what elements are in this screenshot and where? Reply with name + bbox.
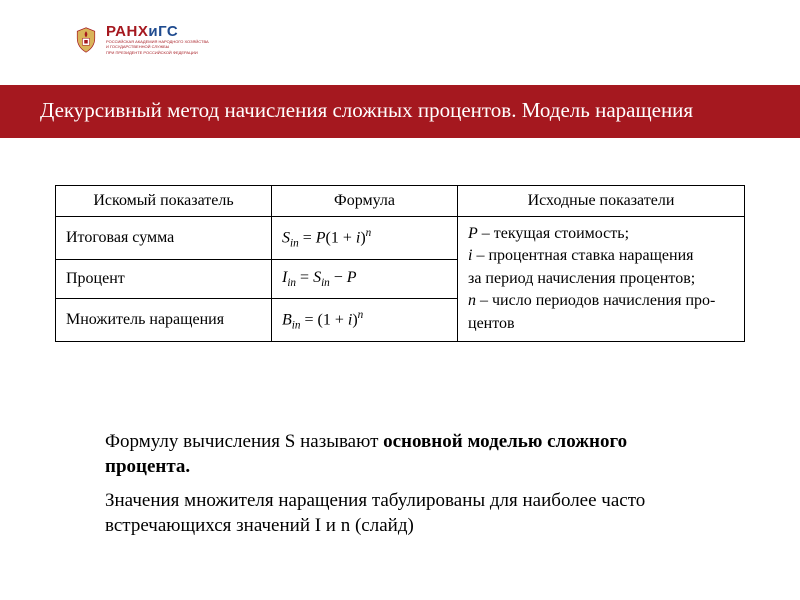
def-n2: центов (468, 315, 515, 332)
def-n: – число периодов начисления про- (476, 292, 715, 309)
def-p: – текущая стоимость; (478, 225, 629, 242)
table-header-row: Искомый показатель Формула Исходные пока… (56, 186, 745, 217)
table-row: Итоговая сумма Sin = P(1 + i)n P – текущ… (56, 217, 745, 260)
crest-icon (72, 26, 100, 54)
logo-sub3: ПРИ ПРЕЗИДЕНТЕ РОССИЙСКОЙ ФЕДЕРАЦИИ (106, 51, 209, 55)
row2-formula: Iin = Sin − P (272, 259, 458, 299)
logo: РАНХиГС РОССИЙСКАЯ АКАДЕМИЯ НАРОДНОГО ХО… (72, 24, 209, 55)
body-text: Формулу вычисления S называют основной м… (105, 430, 715, 549)
header-source: Исходные показатели (458, 186, 745, 217)
body-p2: Значения множителя наращения табулирован… (105, 489, 715, 538)
p1a: Формулу вычисления S называют (105, 431, 383, 452)
header-indicator: Искомый показатель (56, 186, 272, 217)
row3-formula: Bin = (1 + i)n (272, 299, 458, 342)
logo-blue: иГС (148, 23, 178, 40)
definitions-cell: P – текущая стоимость; i – процентная ст… (458, 217, 745, 342)
formula-table: Искомый показатель Формула Исходные пока… (55, 185, 745, 342)
logo-red: РАНХ (106, 23, 148, 40)
row2-label: Процент (56, 259, 272, 299)
row3-label: Множитель наращения (56, 299, 272, 342)
formula-table-wrap: Искомый показатель Формула Исходные пока… (55, 185, 745, 342)
row1-formula: Sin = P(1 + i)n (272, 217, 458, 260)
def-i: – процентная ставка наращения (472, 247, 693, 264)
logo-text: РАНХиГС РОССИЙСКАЯ АКАДЕМИЯ НАРОДНОГО ХО… (106, 24, 209, 55)
def-i2: за период начисления процентов; (468, 270, 695, 287)
slide: РАНХиГС РОССИЙСКАЯ АКАДЕМИЯ НАРОДНОГО ХО… (0, 0, 800, 600)
header-formula: Формула (272, 186, 458, 217)
logo-main: РАНХиГС (106, 24, 209, 39)
row1-label: Итоговая сумма (56, 217, 272, 260)
slide-title: Декурсивный метод начисления сложных про… (0, 85, 800, 138)
body-p1: Формулу вычисления S называют основной м… (105, 430, 715, 479)
